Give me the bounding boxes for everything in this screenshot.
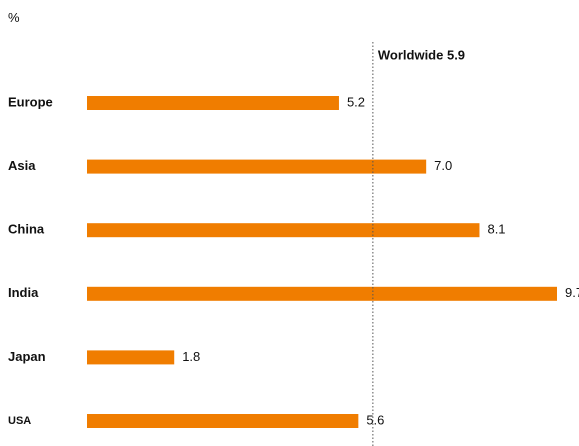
bar-europe (87, 96, 339, 110)
value-label-india: 9.7 (565, 285, 579, 300)
bar-japan (87, 350, 175, 365)
value-label-usa: 5.6 (366, 412, 384, 427)
value-label-japan: 1.8 (182, 349, 200, 364)
bar-india (87, 286, 557, 301)
category-label-europe: Europe (8, 94, 53, 109)
bar-china (87, 223, 480, 238)
value-label-china: 8.1 (487, 222, 505, 237)
reference-line-label: Worldwide 5.9 (378, 47, 465, 62)
category-label-india: India (8, 285, 39, 300)
labels-layer: Europe 5.2 Asia 7.0 China 8.1 India 9.7 Japan 1.8… (8, 94, 579, 427)
category-label-china: China (8, 222, 45, 237)
bar-usa (87, 414, 359, 428)
value-label-asia: 7.0 (434, 158, 452, 173)
bar-asia (87, 159, 427, 174)
bars-layer (87, 96, 557, 428)
reference-line-layer: Worldwide 5.9 (372, 42, 465, 446)
value-label-europe: 5.2 (347, 94, 365, 109)
unit-label: % (8, 10, 20, 25)
category-label-asia: Asia (8, 158, 36, 173)
category-label-japan: Japan (8, 349, 46, 364)
category-label-usa: USA (8, 415, 31, 427)
